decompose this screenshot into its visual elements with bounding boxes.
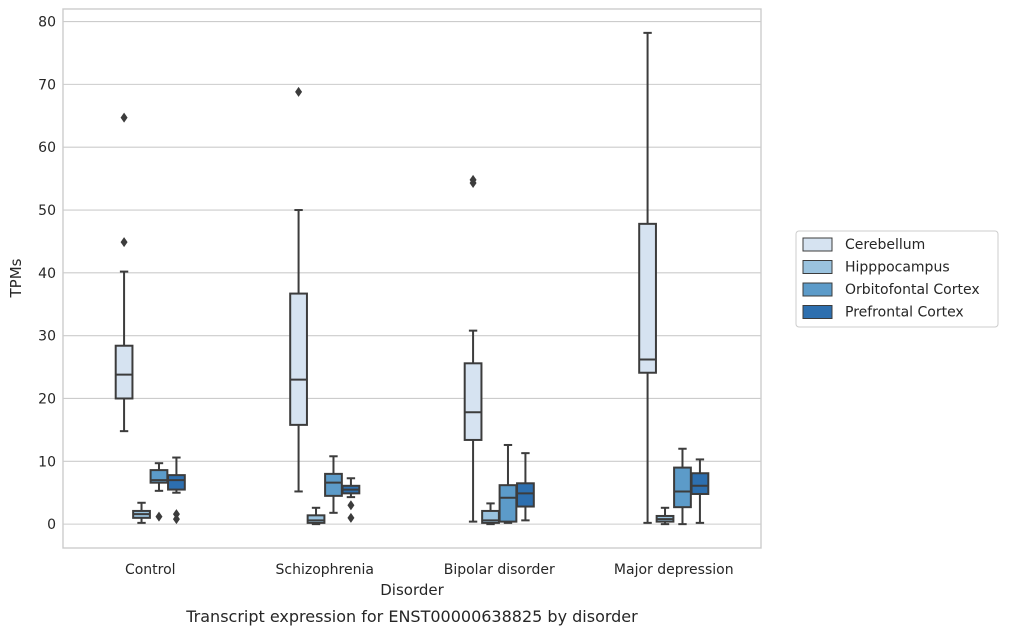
legend-swatch-0 xyxy=(802,237,833,252)
y-tick-labels: 0 10 20 30 40 50 60 70 80 xyxy=(38,15,56,534)
x-tick-label-0: Control xyxy=(125,562,176,578)
legend-frame xyxy=(795,230,999,328)
box-body xyxy=(498,484,518,523)
chart-caption: Transcript expression for ENST0000063882… xyxy=(185,607,638,626)
box-body xyxy=(638,222,657,374)
box-1-0 xyxy=(289,86,308,493)
outlier-0 xyxy=(172,514,180,525)
y-tick-label-30: 30 xyxy=(38,329,56,345)
legend-swatch-2 xyxy=(802,282,833,297)
y-tick-label-70: 70 xyxy=(38,77,56,93)
box-body xyxy=(167,474,186,491)
box-0-0 xyxy=(114,112,134,433)
y-axis-label: TPMs xyxy=(7,258,25,298)
outlier-1 xyxy=(347,512,355,523)
box-1-3 xyxy=(341,477,361,523)
grid-layer xyxy=(63,21,761,525)
box-3-2 xyxy=(673,447,692,526)
box-0-2 xyxy=(149,462,169,522)
box-body xyxy=(114,344,134,400)
legend-swatch-1 xyxy=(802,260,833,274)
y-tick-label-40: 40 xyxy=(38,266,56,282)
box-3-0 xyxy=(638,31,657,524)
y-tick-label-50: 50 xyxy=(38,203,56,219)
legend-swatch-3 xyxy=(802,305,833,319)
legend-label-2: Orbitofontal Cortex xyxy=(845,282,980,298)
outlier-1 xyxy=(172,509,180,520)
box-body xyxy=(306,514,326,524)
x-tick-label-2: Bipolar disorder xyxy=(444,562,555,578)
outlier-0 xyxy=(155,511,163,522)
legend-label-3: Prefrontal Cortex xyxy=(845,305,964,321)
y-tick-label-20: 20 xyxy=(38,391,56,407)
x-tick-label-1: Schizophrenia xyxy=(276,562,374,578)
outlier-1 xyxy=(120,112,128,123)
box-3-1 xyxy=(655,506,675,526)
box-0-3 xyxy=(167,456,186,525)
outlier-0 xyxy=(120,237,128,248)
box-3-3 xyxy=(690,458,710,524)
box-0-1 xyxy=(132,501,151,524)
legend-label-1: Hipppocampus xyxy=(845,260,950,276)
box-1-1 xyxy=(306,506,326,526)
box-body xyxy=(463,362,483,441)
box-body xyxy=(690,472,710,495)
box-body xyxy=(289,292,308,426)
y-tick-label-80: 80 xyxy=(38,15,56,31)
y-tick-label-10: 10 xyxy=(38,454,56,470)
box-layer xyxy=(114,31,710,526)
legend: Cerebellum Hipppocampus Orbitofontal Corte… xyxy=(795,230,999,328)
y-tick-label-0: 0 xyxy=(47,517,56,533)
box-body xyxy=(516,482,535,508)
box-body xyxy=(673,466,692,509)
x-tick-labels: Control Schizophrenia Bipolar disorder Majo… xyxy=(125,562,734,578)
legend-items: Cerebellum Hipppocampus Orbitofontal Corte… xyxy=(802,237,980,321)
x-tick-label-3: Major depression xyxy=(614,562,734,578)
outlier-0 xyxy=(347,500,355,511)
box-1-2 xyxy=(324,455,343,514)
box-2-0 xyxy=(463,174,483,523)
y-tick-label-60: 60 xyxy=(38,140,56,156)
outlier-0 xyxy=(295,86,303,97)
legend-label-0: Cerebellum xyxy=(845,237,925,253)
plot-frame xyxy=(62,8,762,549)
box-body xyxy=(324,472,343,497)
outlier-1 xyxy=(469,174,477,185)
box-2-3 xyxy=(516,452,535,522)
x-axis-label: Disorder xyxy=(380,581,444,599)
